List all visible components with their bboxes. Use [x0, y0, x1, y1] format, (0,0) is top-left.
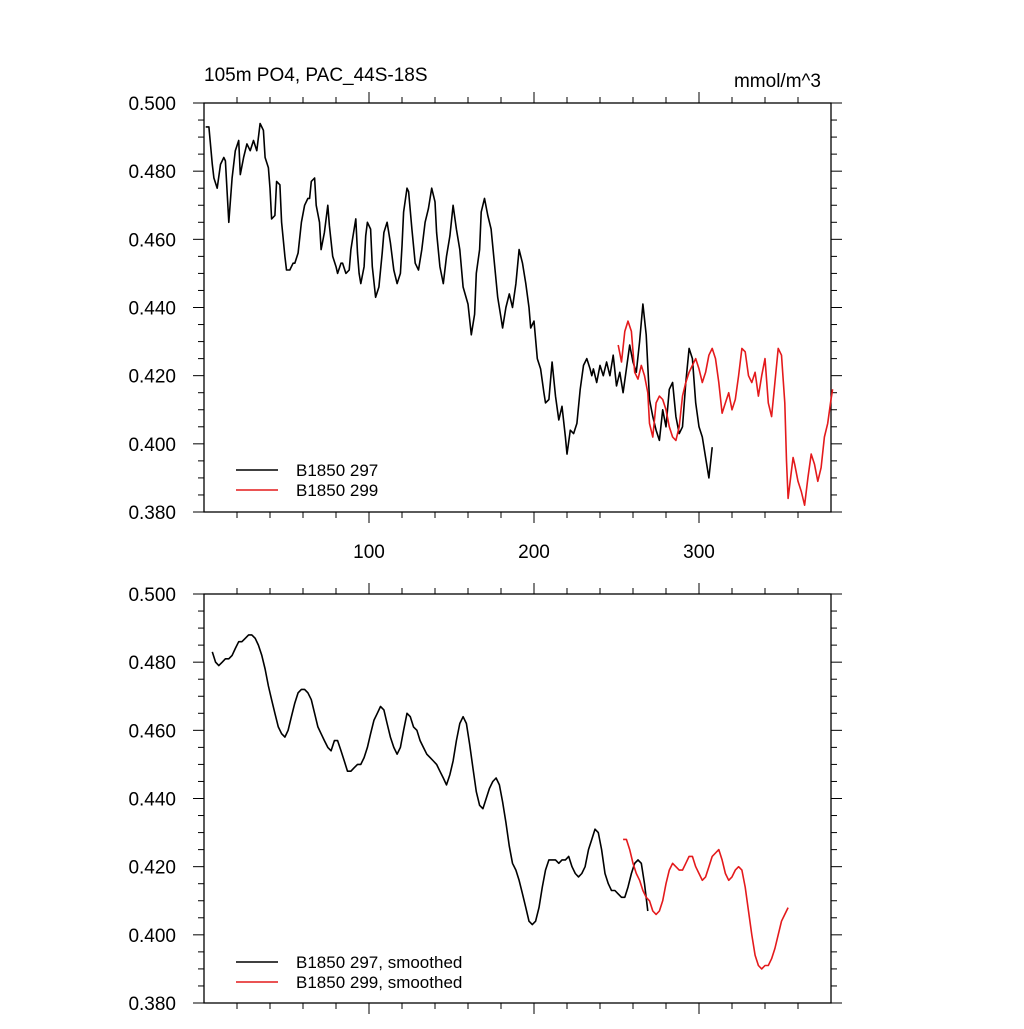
chart-title: 105m PO4, PAC_44S-18S: [204, 65, 428, 86]
y-tick-label: 0.460: [128, 230, 176, 251]
series-line-b1850-299: [617, 320, 834, 506]
x-tick-label: 200: [518, 542, 550, 563]
legend-label: B1850 299: [296, 481, 378, 500]
y-tick-label: 0.440: [128, 790, 176, 811]
series-line-b1850-299: [623, 838, 789, 970]
upper-plot-frame: [203, 102, 832, 513]
y-tick-label: 0.420: [128, 858, 176, 879]
series-line-b1850-297: [211, 634, 649, 926]
y-tick-label: 0.380: [128, 994, 176, 1015]
series-line-b1850-297: [205, 122, 713, 479]
y-tick-label: 0.420: [128, 367, 176, 388]
y-tick-label: 0.500: [128, 585, 176, 606]
units-label: mmol/m^3: [734, 71, 821, 92]
x-tick-label: 100: [353, 542, 385, 563]
y-tick-label: 0.460: [128, 721, 176, 742]
legend-label: B1850 299, smoothed: [296, 973, 462, 992]
upper-plot-ticks: [193, 92, 842, 523]
y-tick-label: 0.500: [128, 94, 176, 115]
legend-label: B1850 297, smoothed: [296, 953, 462, 972]
y-tick-label: 0.380: [128, 503, 176, 524]
y-tick-label: 0.480: [128, 162, 176, 183]
lower-plot-panel: 0.380 0.400 0.420 0.440 0.460 0.480 0.500 B185…: [128, 583, 842, 1015]
y-tick-label: 0.480: [128, 653, 176, 674]
upper-plot-panel: 0.380 0.400 0.420 0.440 0.460 0.480 0.500 100 20…: [128, 65, 842, 563]
y-tick-label: 0.440: [128, 299, 176, 320]
y-tick-label: 0.400: [128, 435, 176, 456]
y-tick-label: 0.400: [128, 926, 176, 947]
lower-plot-series: [211, 634, 789, 970]
upper-plot-series: [205, 122, 834, 506]
lower-plot-frame: [203, 593, 832, 1004]
upper-plot-tick-labels: 0.380 0.400 0.420 0.440 0.460 0.480 0.500 100 20…: [128, 94, 714, 563]
legend-label: B1850 297: [296, 461, 378, 480]
lower-plot-ticks: [193, 583, 842, 1014]
lower-plot-tick-labels: 0.380 0.400 0.420 0.440 0.460 0.480 0.500: [128, 585, 176, 1015]
x-tick-label: 300: [683, 542, 715, 563]
